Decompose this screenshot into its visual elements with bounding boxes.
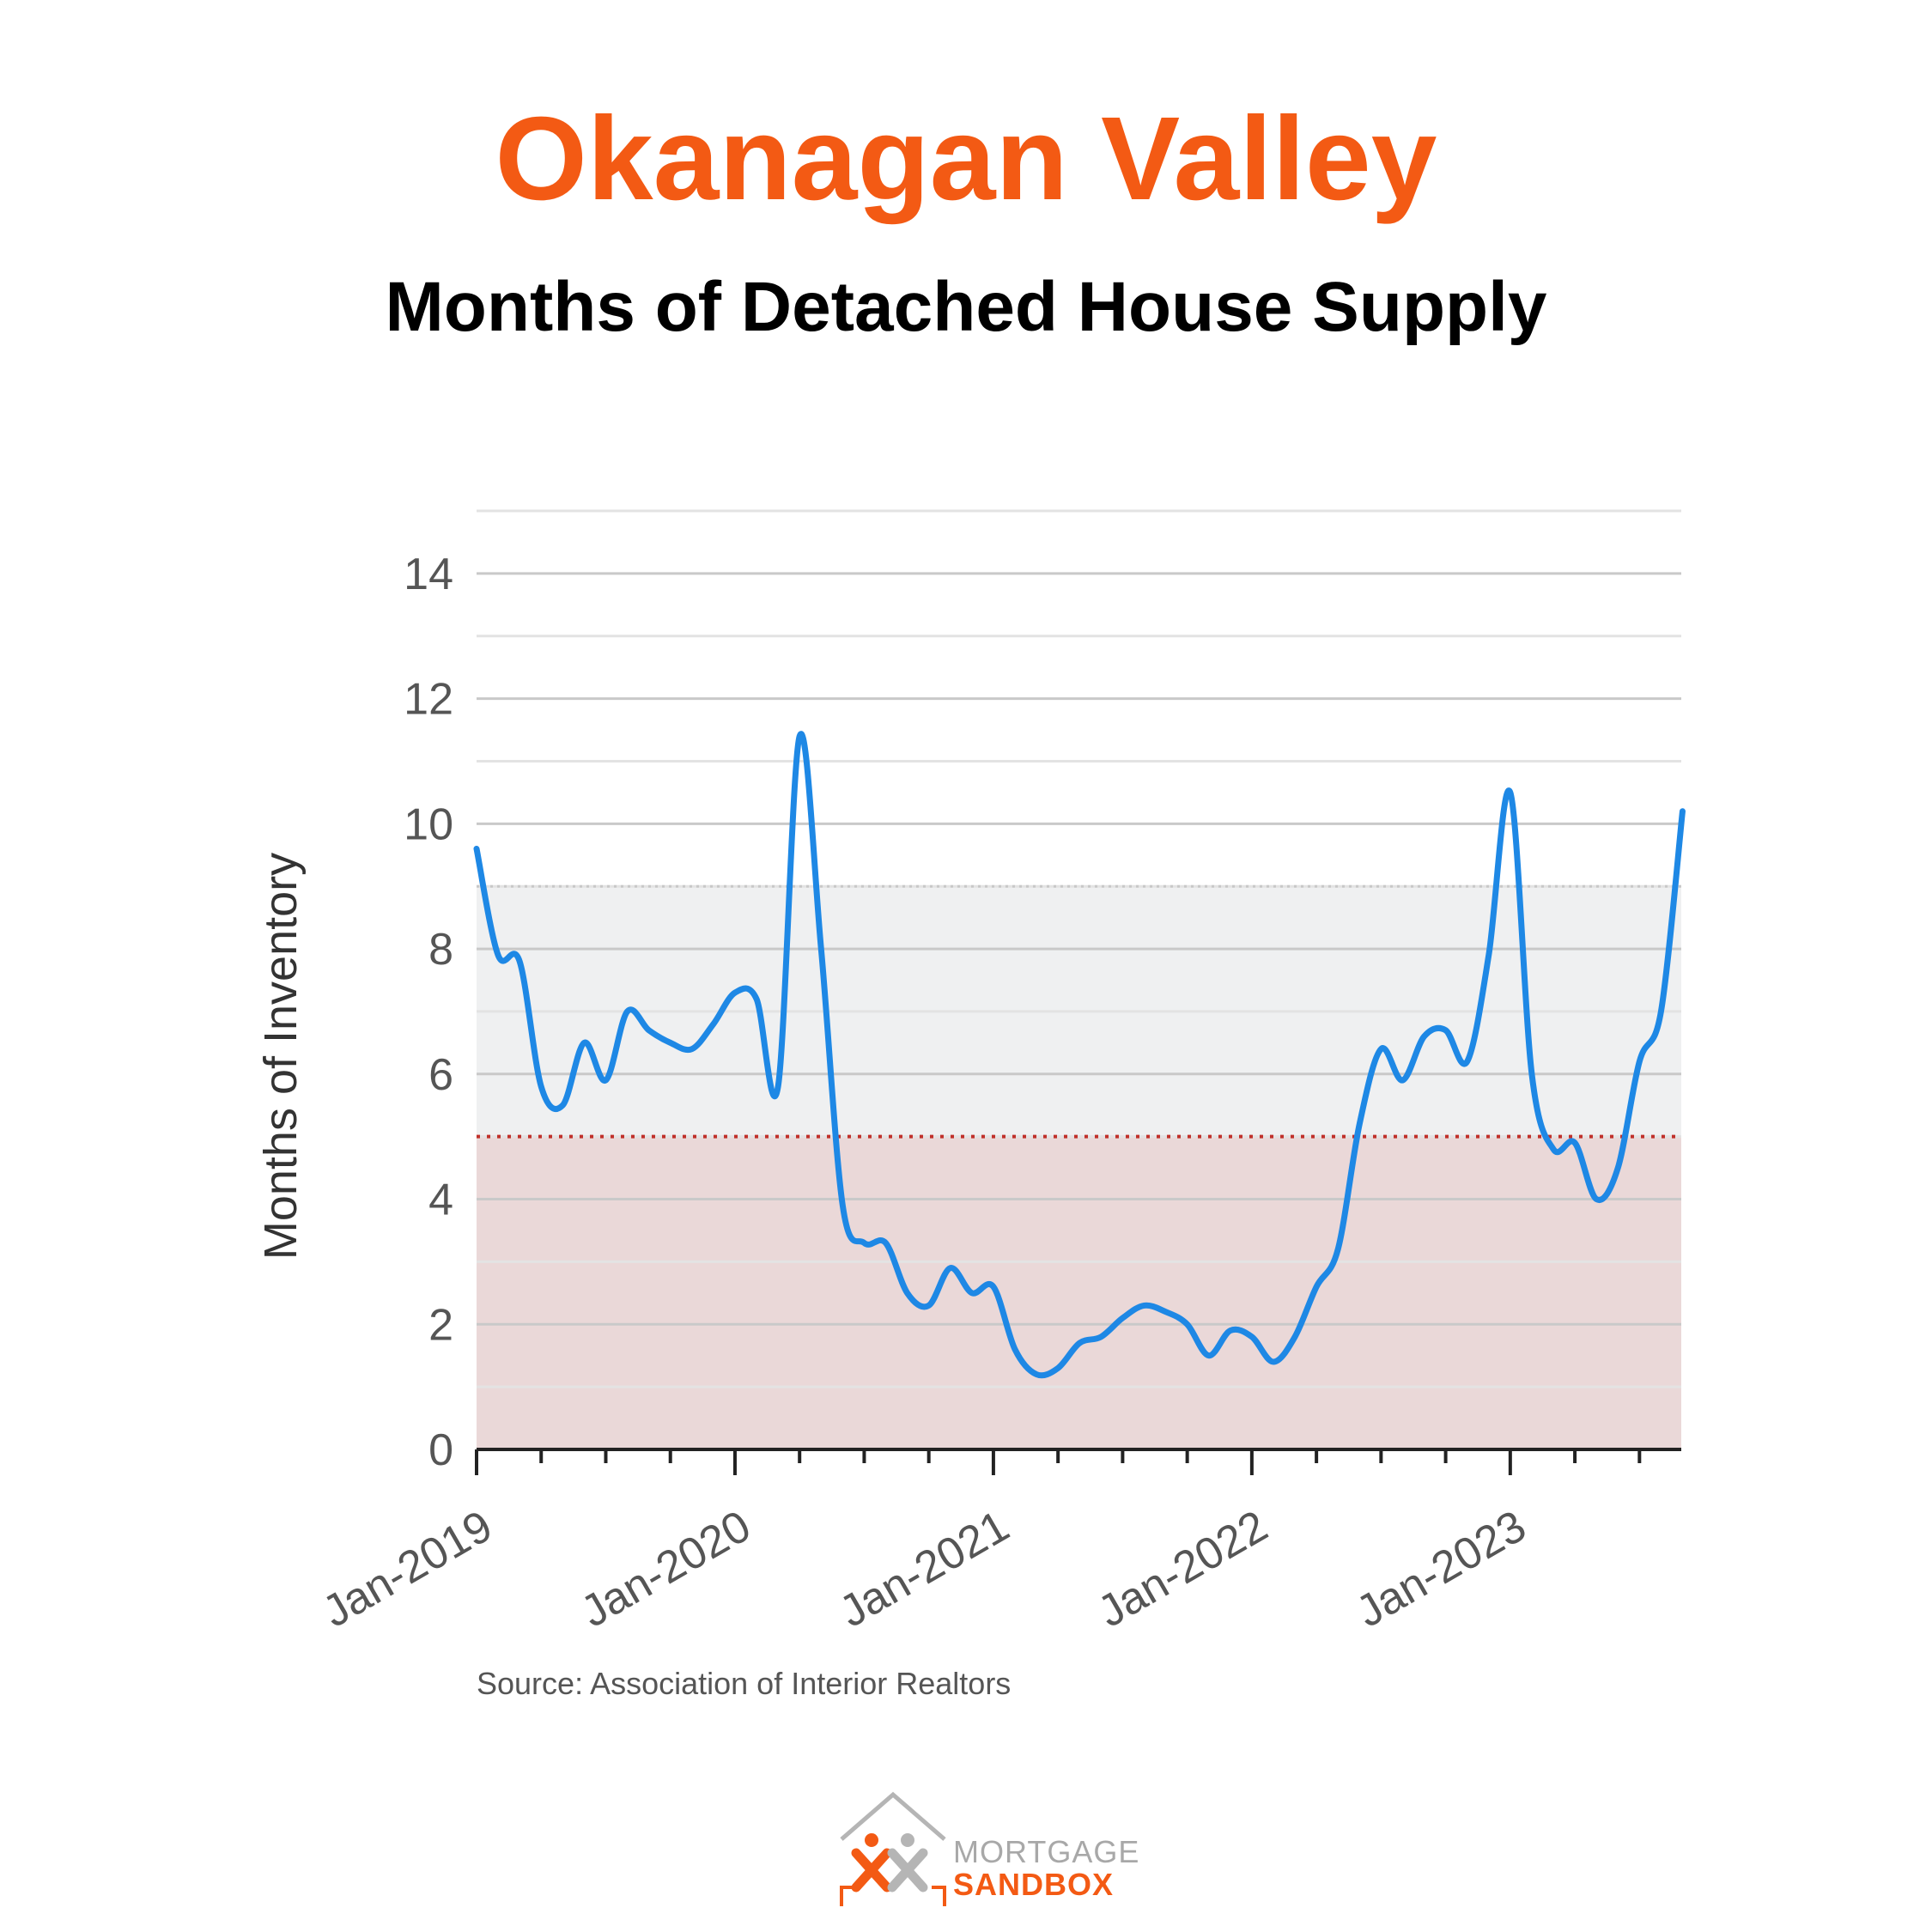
x-tick-label: Jan-2022 — [1090, 1501, 1276, 1637]
source-note: Source: Association of Interior Realtors — [477, 1666, 1012, 1701]
band-0 — [477, 1136, 1681, 1449]
series-line — [473, 731, 1686, 1379]
y-tick-label: 8 — [428, 925, 453, 975]
x-tick-label: Jan-2023 — [1348, 1501, 1534, 1637]
logo-text-sandbox: SANDBOX — [953, 1867, 1115, 1902]
x-tick-label: Jan-2020 — [573, 1501, 759, 1637]
chart-title: Okanagan Valley — [495, 93, 1437, 225]
logo-text-mortgage: MORTGAGE — [953, 1834, 1140, 1869]
y-tick-label: 2 — [428, 1300, 453, 1350]
x-tick-label: Jan-2019 — [314, 1501, 501, 1637]
y-tick-label: 6 — [428, 1050, 453, 1100]
y-tick-label: 0 — [428, 1425, 453, 1475]
house-outline-icon — [840, 1791, 946, 1906]
x-tick-label: Jan-2021 — [831, 1501, 1018, 1637]
y-tick-label: 14 — [404, 550, 453, 599]
y-axis-title: Months of Inventory — [255, 853, 307, 1260]
y-tick-label: 12 — [404, 675, 453, 725]
chart-subtitle: Months of Detached House Supply — [385, 268, 1547, 346]
y-tick-label: 10 — [404, 799, 453, 849]
y-tick-label: 4 — [428, 1176, 453, 1225]
mortgage-sandbox-logo: MORTGAGE SANDBOX — [837, 1786, 1139, 1915]
